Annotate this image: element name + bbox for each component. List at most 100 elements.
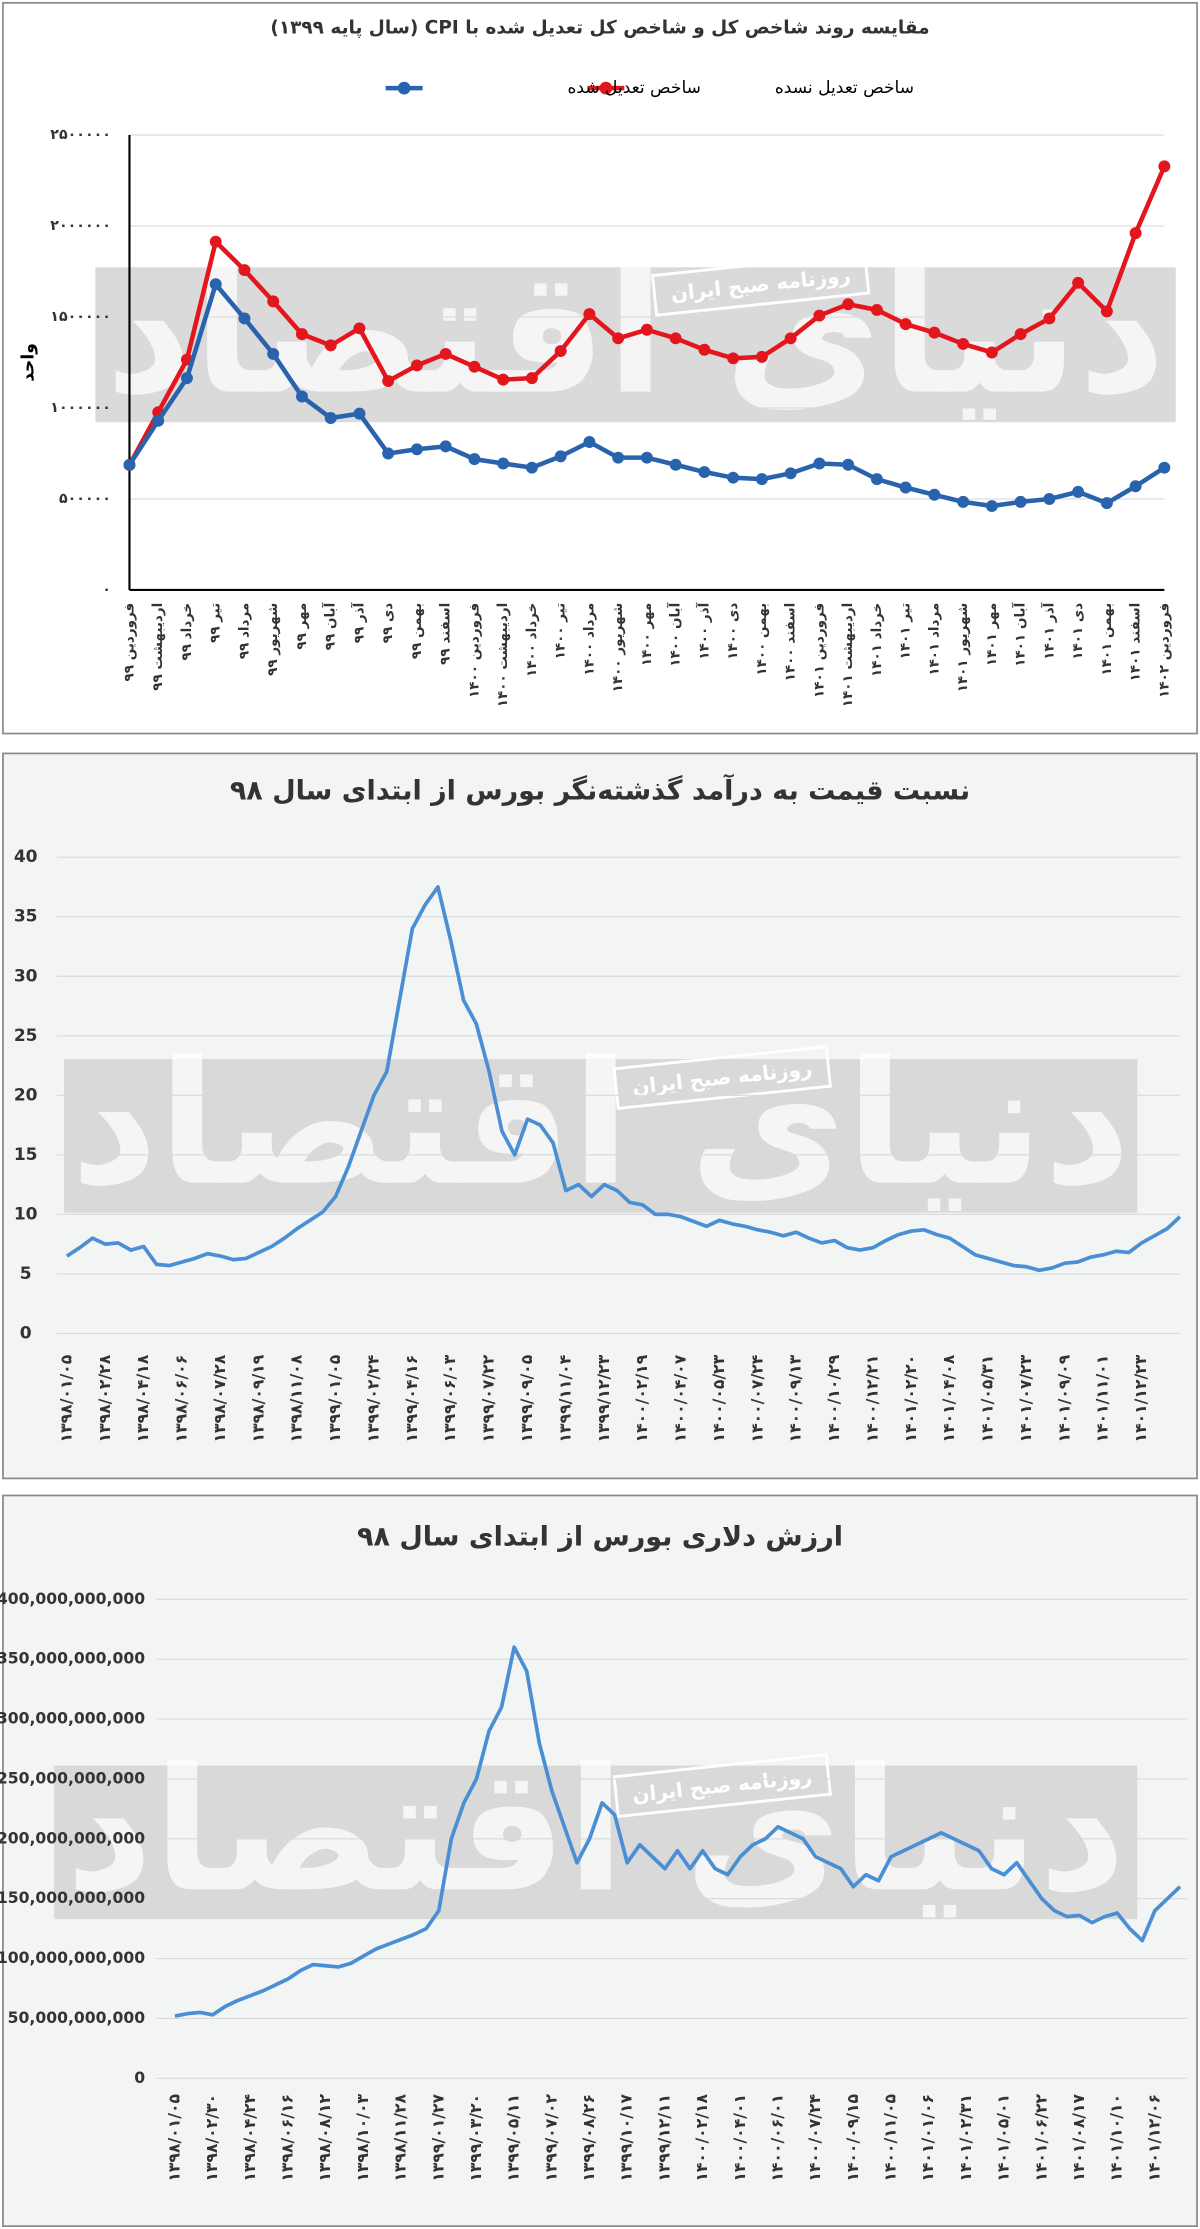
x-tick-label: ۱۳۹۹/۰۵/۱۱: [504, 2094, 523, 2182]
point: [382, 447, 395, 460]
x-tick-label: ۱۳۹۹/۰۱/۰۵: [325, 1354, 344, 1442]
point: [957, 337, 970, 350]
point: [1100, 497, 1113, 510]
point: [1129, 227, 1142, 240]
x-tick-label: ۱۳۹۹/۰۴/۱۶: [402, 1355, 421, 1443]
y-tick-label: 200,000,000,000: [0, 1828, 145, 1847]
x-tick-label: ۱۳۹۹/۰۷/۲۲: [479, 1354, 498, 1442]
x-tick-label: ۱۴۰۱/۰۶/۲۲: [1031, 2094, 1050, 2182]
x-tick-label: ۱۳۹۹/۰۹/۰۵: [517, 1354, 536, 1442]
y-tick-label: 5: [20, 1264, 32, 1284]
x-tick-label: بهمن ۹۹: [409, 603, 425, 659]
x-tick-label: ۱۳۹۹/۰۲/۲۴: [363, 1355, 382, 1443]
y-tick-label: ۰: [102, 582, 111, 598]
x-tick-label: آبان ۱۴۰۱: [1012, 602, 1029, 666]
x-tick-label: ۱۴۰۱/۱۲/۰۶: [1144, 2094, 1163, 2182]
y-tick-label: 40: [14, 847, 38, 867]
x-tick-label: ۱۳۹۸/۰۴/۱۸: [133, 1354, 152, 1442]
x-tick-label: ۱۴۰۰/۰۲/۱۹: [632, 1354, 651, 1442]
x-tick-label: ۱۳۹۹/۰۳/۲۰: [466, 2094, 485, 2182]
x-tick-label: بهمن ۱۴۰۱: [1099, 603, 1115, 676]
y-tick-label: 15: [14, 1145, 38, 1165]
x-tick-label: ۱۳۹۸/۱۱/۲۸: [391, 2094, 410, 2182]
x-tick-label: دی ۱۴۰۰: [725, 603, 741, 660]
x-tick-label: مهر ۹۹: [294, 603, 310, 650]
point: [727, 352, 740, 365]
point: [842, 298, 855, 311]
point: [209, 235, 222, 248]
x-tick-label: ۱۳۹۸/۰۴/۲۴: [240, 2094, 259, 2182]
point: [267, 347, 280, 360]
point: [928, 326, 941, 339]
x-tick-label: تیر ۱۴۰۰: [553, 603, 569, 660]
x-tick-label: ۱۴۰۱/۰۲/۳۱: [956, 2094, 975, 2182]
watermark-logo: دنیای اقتصاد: [70, 1026, 1130, 1224]
x-tick-label: ۱۳۹۸/۱۰/۰۳: [353, 2094, 372, 2182]
x-tick-label: ۱۴۰۰/۱۲/۲۱: [862, 1355, 881, 1443]
x-tick-label: ۱۴۰۱/۱۰/۱۰: [1107, 2094, 1126, 2182]
x-tick-label: ۱۴۰۱/۱۱/۰۱: [1093, 1355, 1112, 1443]
point: [727, 471, 740, 484]
x-tick-label: ۱۴۰۱/۰۹/۰۹: [1054, 1354, 1073, 1442]
x-tick-label: تیر ۹۹: [208, 603, 224, 643]
x-tick-label: فروردین ۱۴۰۲: [1156, 603, 1172, 698]
y-tick-label: 250,000,000,000: [0, 1768, 145, 1787]
chart-title: ارزش دلاری بورس از ابتدای سال ۹۸: [357, 1522, 843, 1553]
legend-label: ساخص تعدیل نسده: [775, 78, 914, 98]
point: [870, 303, 883, 316]
x-tick-label: مهر ۱۴۰۱: [984, 603, 1000, 666]
y-tick-label: 20: [14, 1085, 38, 1105]
x-tick-label: خرداد ۱۴۰۰: [524, 603, 540, 677]
point: [410, 443, 423, 456]
x-tick-label: آذر ۹۹: [350, 602, 367, 643]
x-tick-label: ۱۴۰۰/۰۷/۲۴: [805, 2094, 824, 2182]
x-tick-label: ۱۳۹۹/۱۰/۱۷: [617, 2094, 636, 2182]
point: [468, 453, 481, 466]
x-tick-label: ۱۳۹۹/۰۱/۲۷: [428, 2094, 447, 2182]
x-tick-label: ۱۳۹۹/۱۲/۲۳: [594, 1354, 613, 1442]
point: [1100, 305, 1113, 318]
point: [755, 473, 768, 486]
point: [755, 350, 768, 363]
x-tick-label: شهریور ۹۹: [265, 603, 281, 676]
point: [353, 407, 366, 420]
x-tick-label: اسفند ۹۹: [438, 603, 454, 665]
x-tick-label: فروردین ۱۴۰۰: [466, 603, 482, 698]
y-tick-label: 30: [14, 966, 38, 986]
x-tick-label: دی ۹۹: [380, 603, 396, 644]
y-tick-label: 35: [14, 907, 38, 927]
point: [669, 458, 682, 471]
point: [295, 328, 308, 341]
x-tick-label: تیر ۱۴۰۱: [898, 603, 914, 660]
line: [65, 885, 1182, 1273]
watermark-badge-box: [650, 251, 871, 317]
y-tick-label: ۱۰۰۰۰۰۰: [50, 400, 111, 416]
line: [174, 1645, 1182, 2018]
x-tick-label: ۱۴۰۰/۰۲/۱۸: [692, 2094, 711, 2182]
y-tick-label: ۵۰۰۰۰۰: [59, 491, 111, 507]
y-tick-label: 400,000,000,000: [0, 1589, 145, 1608]
watermark-badge-box: [612, 1045, 832, 1111]
x-tick-label: ۱۴۰۰/۰۹/۱۵: [843, 2094, 862, 2182]
point: [813, 309, 826, 322]
x-tick-label: ۱۴۰۱/۰۱/۰۶: [918, 2094, 937, 2182]
x-tick-label: ۱۳۹۸/۰۶/۱۶: [278, 2094, 297, 2182]
y-axis-label: واحد: [19, 343, 39, 382]
x-tick-label: ۱۳۹۹/۰۶/۰۳: [440, 1354, 459, 1442]
x-tick-label: ۱۴۰۰/۱۱/۰۵: [881, 2094, 900, 2182]
point: [669, 332, 682, 345]
x-tick-label: ۱۴۰۱/۱۲/۲۳: [1131, 1354, 1150, 1442]
point: [784, 332, 797, 345]
legend-marker: [397, 81, 411, 95]
point: [382, 375, 395, 388]
point: [439, 440, 452, 453]
point: [1158, 160, 1171, 173]
point: [209, 278, 222, 291]
point: [640, 323, 653, 336]
x-tick-label: ۱۳۹۸/۰۲/۳۰: [202, 2094, 221, 2182]
point: [985, 346, 998, 359]
x-tick-label: مرداد ۱۴۰۱: [926, 603, 942, 676]
x-tick-label: ۱۳۹۸/۰۶/۰۶: [172, 1355, 191, 1443]
x-tick-label: مرداد ۱۴۰۰: [581, 603, 597, 676]
